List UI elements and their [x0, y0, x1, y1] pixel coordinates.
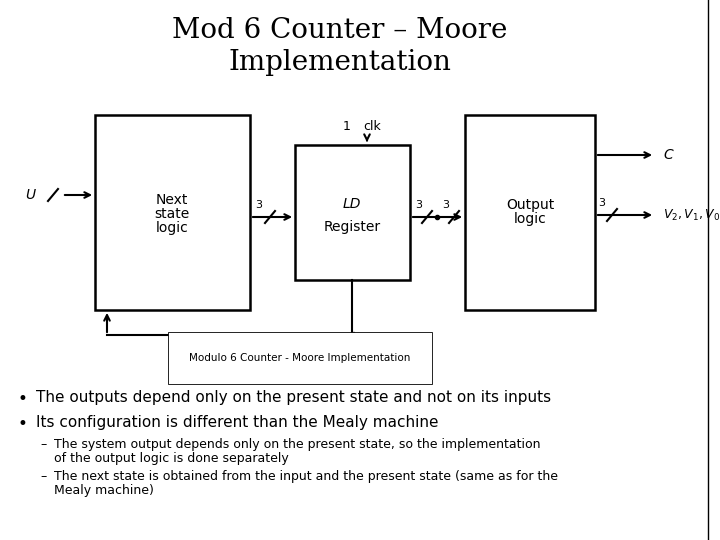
Text: U: U: [25, 188, 35, 202]
Text: 3: 3: [442, 200, 449, 210]
Text: clk: clk: [363, 120, 381, 133]
Text: Its configuration is different than the Mealy machine: Its configuration is different than the …: [36, 415, 438, 430]
Text: Implementation: Implementation: [228, 49, 451, 76]
Text: The next state is obtained from the input and the present state (same as for the: The next state is obtained from the inpu…: [54, 470, 558, 483]
Text: –: –: [40, 438, 46, 451]
Text: Output: Output: [506, 198, 554, 212]
Text: Modulo 6 Counter - Moore Implementation: Modulo 6 Counter - Moore Implementation: [189, 353, 410, 363]
Text: C: C: [663, 148, 672, 162]
Bar: [95, 115, 250, 310]
Text: logic: logic: [513, 212, 546, 226]
Text: 3: 3: [255, 200, 262, 210]
Text: Mealy machine): Mealy machine): [54, 484, 154, 497]
Text: of the output logic is done separately: of the output logic is done separately: [54, 452, 289, 465]
Text: logic: logic: [156, 221, 189, 235]
Text: $V_2, V_1, V_0$: $V_2, V_1, V_0$: [663, 207, 720, 222]
Text: •: •: [18, 390, 28, 408]
Text: 3: 3: [415, 200, 422, 210]
Bar: [295, 145, 410, 280]
Text: 1: 1: [343, 120, 351, 133]
Text: Mod 6 Counter – Moore: Mod 6 Counter – Moore: [172, 17, 508, 44]
Text: •: •: [18, 415, 28, 433]
Text: Next: Next: [156, 193, 188, 207]
Bar: [465, 115, 595, 310]
Text: 3: 3: [336, 344, 343, 354]
Text: 3: 3: [598, 198, 605, 208]
Text: The system output depends only on the present state, so the implementation: The system output depends only on the pr…: [54, 438, 541, 451]
Text: Register: Register: [323, 220, 381, 234]
Text: The outputs depend only on the present state and not on its inputs: The outputs depend only on the present s…: [36, 390, 551, 405]
Text: LD: LD: [343, 197, 361, 211]
Text: state: state: [154, 207, 189, 221]
Text: –: –: [40, 470, 46, 483]
